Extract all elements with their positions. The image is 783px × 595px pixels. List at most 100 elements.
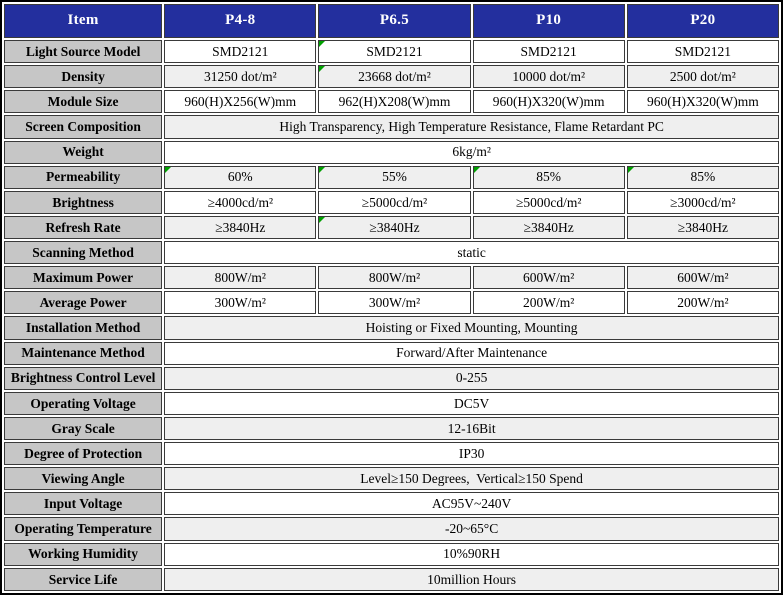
cell-average-power-p6-5: 300W/m² bbox=[318, 291, 471, 315]
table-row-viewing-angle: Viewing Angle Level≥150 Degrees, Vertical… bbox=[4, 467, 779, 491]
row-label-module-size: Module Size bbox=[4, 90, 163, 114]
table-row-light-source-model: Light Source Model SMD2121 SMD2121 SMD2121 S… bbox=[4, 40, 779, 64]
row-label-average-power: Average Power bbox=[4, 291, 163, 315]
header-row: Item P4-8 P6.5 P10 P20 bbox=[4, 4, 779, 38]
table-row-refresh-rate: Refresh Rate ≥3840Hz ≥3840Hz ≥3840Hz ≥3840Hz bbox=[4, 215, 779, 239]
spec-table-header: Item P4-8 P6.5 P10 P20 bbox=[4, 4, 779, 38]
row-label-brightness: Brightness bbox=[4, 190, 163, 214]
row-label-brightness-control-level: Brightness Control Level bbox=[4, 366, 163, 390]
cell-service-life-all: 10million Hours bbox=[164, 567, 779, 591]
table-row-maximum-power: Maximum Power 800W/m² 800W/m² 600W/m² 600W/m… bbox=[4, 266, 779, 290]
cell-operating-temperature-all: -20~65°C bbox=[164, 517, 779, 541]
table-row-service-life: Service Life 10million Hours bbox=[4, 567, 779, 591]
table-row-module-size: Module Size 960(H)X256(W)mm 962(H)X208(W)m… bbox=[4, 90, 779, 114]
row-label-weight: Weight bbox=[4, 140, 163, 164]
row-label-density: Density bbox=[4, 65, 163, 89]
table-row-working-humidity: Working Humidity 10%90RH bbox=[4, 542, 779, 566]
spec-table-body: Light Source Model SMD2121 SMD2121 SMD2121 S… bbox=[4, 40, 779, 591]
cell-maximum-power-p10: 600W/m² bbox=[472, 266, 625, 290]
cell-flag-triangle-icon bbox=[319, 166, 326, 173]
table-row-permeability: Permeability 60% 55% 85% 85% bbox=[4, 165, 779, 189]
cell-flag-triangle-icon bbox=[165, 166, 172, 173]
row-label-viewing-angle: Viewing Angle bbox=[4, 467, 163, 491]
row-label-input-voltage: Input Voltage bbox=[4, 492, 163, 516]
cell-module-size-p6-5: 962(H)X208(W)mm bbox=[318, 90, 471, 114]
cell-flag-triangle-icon bbox=[473, 166, 480, 173]
cell-density-p20: 2500 dot/m² bbox=[626, 65, 779, 89]
table-row-brightness: Brightness ≥4000cd/m² ≥5000cd/m² ≥5000cd/m²… bbox=[4, 190, 779, 214]
table-row-gray-scale: Gray Scale 12-16Bit bbox=[4, 416, 779, 440]
cell-module-size-p10: 960(H)X320(W)mm bbox=[472, 90, 625, 114]
table-row-input-voltage: Input Voltage AC95V~240V bbox=[4, 492, 779, 516]
cell-input-voltage-all: AC95V~240V bbox=[164, 492, 779, 516]
cell-refresh-rate-p20: ≥3840Hz bbox=[626, 215, 779, 239]
table-row-density: Density 31250 dot/m² 23668 dot/m² 10000 dot… bbox=[4, 65, 779, 89]
row-label-refresh-rate: Refresh Rate bbox=[4, 215, 163, 239]
cell-module-size-p20: 960(H)X320(W)mm bbox=[626, 90, 779, 114]
table-row-operating-voltage: Operating Voltage DC5V bbox=[4, 391, 779, 415]
cell-maximum-power-p4-8: 800W/m² bbox=[164, 266, 317, 290]
cell-light-source-model-p4-8: SMD2121 bbox=[164, 40, 317, 64]
table-row-installation-method: Installation Method Hoisting or Fixed Mou… bbox=[4, 316, 779, 340]
cell-degree-of-protection-all: IP30 bbox=[164, 442, 779, 466]
cell-light-source-model-p6-5: SMD2121 bbox=[318, 40, 471, 64]
cell-weight-all: 6kg/m² bbox=[164, 140, 779, 164]
table-row-operating-temperature: Operating Temperature -20~65°C bbox=[4, 517, 779, 541]
cell-average-power-p20: 200W/m² bbox=[626, 291, 779, 315]
cell-flag-triangle-icon bbox=[319, 41, 326, 47]
row-label-maximum-power: Maximum Power bbox=[4, 266, 163, 290]
table-row-degree-of-protection: Degree of Protection IP30 bbox=[4, 442, 779, 466]
cell-refresh-rate-p10: ≥3840Hz bbox=[472, 215, 625, 239]
cell-permeability-p10: 85% bbox=[472, 165, 625, 189]
cell-working-humidity-all: 10%90RH bbox=[164, 542, 779, 566]
column-header-p10: P10 bbox=[472, 4, 625, 38]
cell-scanning-method-all: static bbox=[164, 241, 779, 265]
table-row-weight: Weight 6kg/m² bbox=[4, 140, 779, 164]
cell-density-p6-5: 23668 dot/m² bbox=[318, 65, 471, 89]
row-label-scanning-method: Scanning Method bbox=[4, 241, 163, 265]
row-label-permeability: Permeability bbox=[4, 165, 163, 189]
cell-refresh-rate-p6-5: ≥3840Hz bbox=[318, 215, 471, 239]
row-label-installation-method: Installation Method bbox=[4, 316, 163, 340]
table-row-scanning-method: Scanning Method static bbox=[4, 241, 779, 265]
row-label-service-life: Service Life bbox=[4, 567, 163, 591]
cell-permeability-p4-8: 60% bbox=[164, 165, 317, 189]
cell-maximum-power-p6-5: 800W/m² bbox=[318, 266, 471, 290]
table-row-brightness-control-level: Brightness Control Level 0-255 bbox=[4, 366, 779, 390]
cell-flag-triangle-icon bbox=[627, 166, 634, 173]
row-label-operating-voltage: Operating Voltage bbox=[4, 391, 163, 415]
column-header-item: Item bbox=[4, 4, 163, 38]
row-label-maintenance-method: Maintenance Method bbox=[4, 341, 163, 365]
cell-screen-composition-all: High Transparency, High Temperature Resi… bbox=[164, 115, 779, 139]
cell-gray-scale-all: 12-16Bit bbox=[164, 416, 779, 440]
row-label-light-source-model: Light Source Model bbox=[4, 40, 163, 64]
cell-brightness-p20: ≥3000cd/m² bbox=[626, 190, 779, 214]
column-header-p20: P20 bbox=[626, 4, 779, 38]
table-row-screen-composition: Screen Composition High Transparency, Hig… bbox=[4, 115, 779, 139]
cell-light-source-model-p20: SMD2121 bbox=[626, 40, 779, 64]
cell-brightness-p6-5: ≥5000cd/m² bbox=[318, 190, 471, 214]
cell-brightness-p4-8: ≥4000cd/m² bbox=[164, 190, 317, 214]
cell-average-power-p4-8: 300W/m² bbox=[164, 291, 317, 315]
column-header-p4-8: P4-8 bbox=[164, 4, 317, 38]
row-label-screen-composition: Screen Composition bbox=[4, 115, 163, 139]
cell-refresh-rate-p4-8: ≥3840Hz bbox=[164, 215, 317, 239]
cell-flag-triangle-icon bbox=[319, 66, 326, 73]
cell-density-p10: 10000 dot/m² bbox=[472, 65, 625, 89]
cell-flag-triangle-icon bbox=[319, 216, 326, 223]
cell-permeability-p20: 85% bbox=[626, 165, 779, 189]
cell-maximum-power-p20: 600W/m² bbox=[626, 266, 779, 290]
table-row-maintenance-method: Maintenance Method Forward/After Maintena… bbox=[4, 341, 779, 365]
table-row-average-power: Average Power 300W/m² 300W/m² 200W/m² 200W/m… bbox=[4, 291, 779, 315]
row-label-gray-scale: Gray Scale bbox=[4, 416, 163, 440]
column-header-p6-5: P6.5 bbox=[318, 4, 471, 38]
cell-brightness-control-level-all: 0-255 bbox=[164, 366, 779, 390]
cell-operating-voltage-all: DC5V bbox=[164, 391, 779, 415]
cell-brightness-p10: ≥5000cd/m² bbox=[472, 190, 625, 214]
cell-light-source-model-p10: SMD2121 bbox=[472, 40, 625, 64]
cell-installation-method-all: Hoisting or Fixed Mounting, Mounting bbox=[164, 316, 779, 340]
cell-maintenance-method-all: Forward/After Maintenance bbox=[164, 341, 779, 365]
cell-permeability-p6-5: 55% bbox=[318, 165, 471, 189]
